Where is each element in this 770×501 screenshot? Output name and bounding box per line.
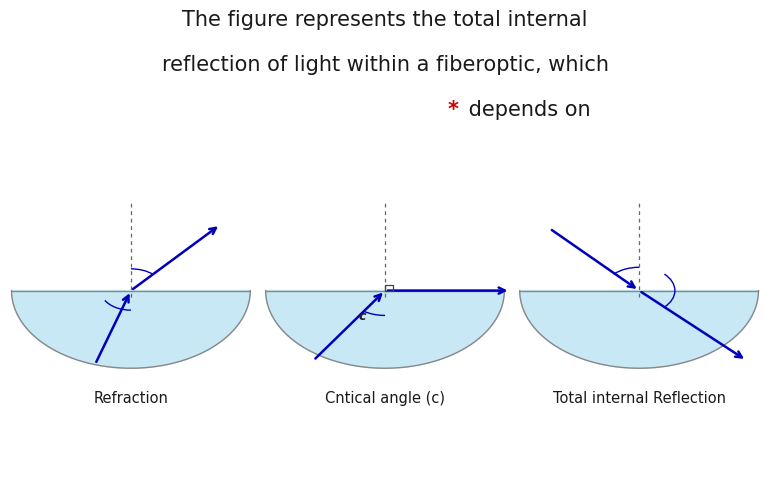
Text: depends on: depends on [462, 100, 591, 120]
Text: c: c [359, 310, 366, 323]
Text: *: * [447, 100, 458, 120]
Text: Total internal Reflection: Total internal Reflection [553, 391, 725, 406]
Text: Cntical angle (c): Cntical angle (c) [325, 391, 445, 406]
Text: Refraction: Refraction [93, 391, 169, 406]
Polygon shape [520, 291, 758, 368]
Text: reflection of light within a fiberoptic, which: reflection of light within a fiberoptic,… [162, 55, 608, 75]
Text: The figure represents the total internal: The figure represents the total internal [182, 10, 588, 30]
Polygon shape [12, 291, 250, 368]
Polygon shape [266, 291, 504, 368]
